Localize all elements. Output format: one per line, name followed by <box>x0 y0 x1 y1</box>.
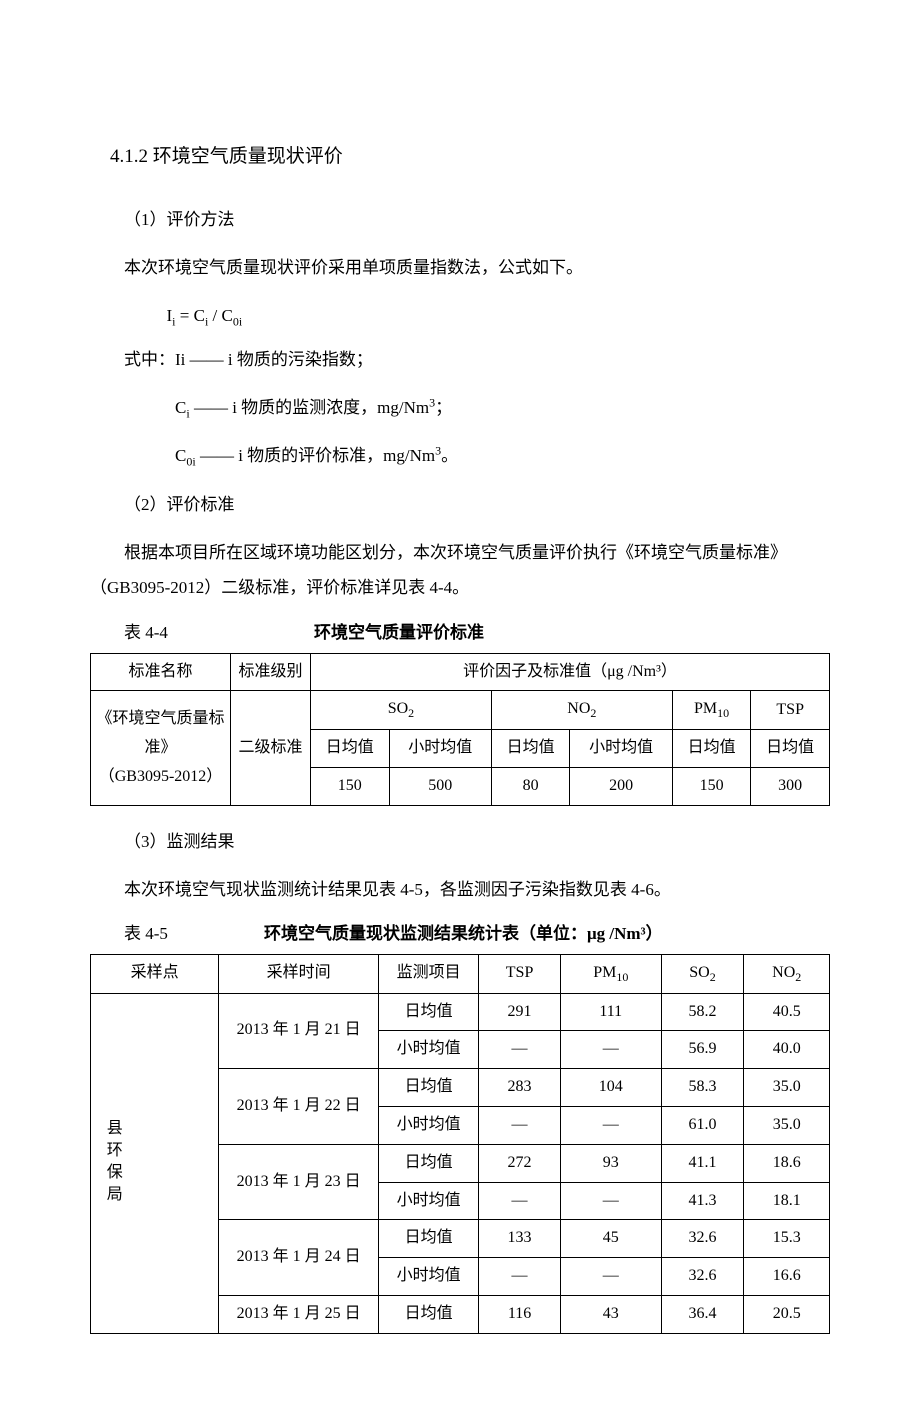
cell: 43 <box>560 1295 661 1333</box>
table-4-4-title: 环境空气质量评价标准 <box>314 623 484 642</box>
cell: 35.0 <box>744 1069 830 1107</box>
cell: 56.9 <box>661 1031 744 1069</box>
t45-r0-h: 小时均值 <box>379 1031 479 1069</box>
t45-h3: 监测项目 <box>379 954 479 993</box>
t45-r2-h: 小时均值 <box>379 1182 479 1220</box>
subsection-1-title: （1）评价方法 <box>90 202 830 238</box>
cell: 35.0 <box>744 1106 830 1144</box>
cell: 40.5 <box>744 993 830 1031</box>
table-4-4-num: 表 4-4 <box>124 618 314 649</box>
t45-date-3: 2013 年 1 月 24 日 <box>219 1220 379 1296</box>
table-4-5-num: 表 4-5 <box>124 919 264 950</box>
cell: — <box>479 1106 561 1144</box>
t45-date-0: 2013 年 1 月 21 日 <box>219 993 379 1069</box>
t44-h1: 标准名称 <box>91 653 231 691</box>
cell: 291 <box>479 993 561 1031</box>
t44-v1: 150 <box>311 768 390 806</box>
cell: 18.6 <box>744 1144 830 1182</box>
t44-v6: 300 <box>751 768 830 806</box>
t45-r1-d: 日均值 <box>379 1069 479 1107</box>
para-standard: 根据本项目所在区域环境功能区划分，本次环境空气质量评价执行《环境空气质量标准》（… <box>90 535 830 606</box>
cell: 104 <box>560 1069 661 1107</box>
formula-def-2: Ci —— i 物质的监测浓度，mg/Nm3； <box>90 390 830 427</box>
cell: 116 <box>479 1295 561 1333</box>
cell: 93 <box>560 1144 661 1182</box>
cell: 41.1 <box>661 1144 744 1182</box>
cell: 111 <box>560 993 661 1031</box>
t45-site: 县环保局 <box>91 993 219 1333</box>
t44-tsp: TSP <box>751 691 830 730</box>
cell: 133 <box>479 1220 561 1258</box>
t44-pm10: PM10 <box>672 691 751 730</box>
table-4-5: 采样点 采样时间 监测项目 TSP PM10 SO2 NO2 县环保局 2013… <box>90 954 830 1334</box>
cell: 283 <box>479 1069 561 1107</box>
t44-v3: 80 <box>491 768 570 806</box>
para-result: 本次环境空气现状监测统计结果见表 4-5，各监测因子污染指数见表 4-6。 <box>90 872 830 908</box>
table-4-5-title: 环境空气质量现状监测结果统计表（单位：μg /Nm³） <box>264 924 663 943</box>
cell: 32.6 <box>661 1258 744 1296</box>
cell: 16.6 <box>744 1258 830 1296</box>
cell: 36.4 <box>661 1295 744 1333</box>
t44-no2: NO2 <box>491 691 672 730</box>
subsection-3-title: （3）监测结果 <box>90 824 830 860</box>
cell: — <box>560 1258 661 1296</box>
cell: — <box>560 1031 661 1069</box>
cell: — <box>560 1106 661 1144</box>
t45-h5: PM10 <box>560 954 661 993</box>
t45-date-1: 2013 年 1 月 22 日 <box>219 1069 379 1145</box>
cell: 58.3 <box>661 1069 744 1107</box>
t44-no2-d: 日均值 <box>491 730 570 768</box>
t44-v4: 200 <box>570 768 672 806</box>
cell: 18.1 <box>744 1182 830 1220</box>
t44-v2: 500 <box>389 768 491 806</box>
formula: Ii = Ci / C0i <box>90 298 830 335</box>
t44-pm10-d: 日均值 <box>672 730 751 768</box>
t45-date-4: 2013 年 1 月 25 日 <box>219 1295 379 1333</box>
table-4-4: 标准名称 标准级别 评价因子及标准值（μg /Nm³） 《环境空气质量标准》（G… <box>90 653 830 806</box>
t44-so2: SO2 <box>311 691 492 730</box>
cell: — <box>479 1182 561 1220</box>
cell: — <box>479 1258 561 1296</box>
t44-std-name: 《环境空气质量标准》（GB3095-2012） <box>91 691 231 805</box>
t45-h6: SO2 <box>661 954 744 993</box>
t45-r2-d: 日均值 <box>379 1144 479 1182</box>
t44-so2-d: 日均值 <box>311 730 390 768</box>
cell: 20.5 <box>744 1295 830 1333</box>
t45-date-2: 2013 年 1 月 23 日 <box>219 1144 379 1220</box>
section-heading: 4.1.2 环境空气质量现状评价 <box>110 140 830 174</box>
t44-tsp-d: 日均值 <box>751 730 830 768</box>
t45-r3-h: 小时均值 <box>379 1258 479 1296</box>
t44-so2-h: 小时均值 <box>389 730 491 768</box>
t45-h4: TSP <box>479 954 561 993</box>
t44-h2: 标准级别 <box>231 653 311 691</box>
cell: 15.3 <box>744 1220 830 1258</box>
formula-def-3: C0i —— i 物质的评价标准，mg/Nm3。 <box>90 438 830 475</box>
table-4-4-caption: 表 4-4环境空气质量评价标准 <box>90 618 830 649</box>
cell: 58.2 <box>661 993 744 1031</box>
t44-v5: 150 <box>672 768 751 806</box>
cell: 272 <box>479 1144 561 1182</box>
t44-std-level: 二级标准 <box>231 691 311 805</box>
cell: 45 <box>560 1220 661 1258</box>
t45-h7: NO2 <box>744 954 830 993</box>
t45-r3-d: 日均值 <box>379 1220 479 1258</box>
t45-r4-d: 日均值 <box>379 1295 479 1333</box>
t45-h1: 采样点 <box>91 954 219 993</box>
table-4-5-caption: 表 4-5环境空气质量现状监测结果统计表（单位：μg /Nm³） <box>90 919 830 950</box>
t44-no2-h: 小时均值 <box>570 730 672 768</box>
cell: 41.3 <box>661 1182 744 1220</box>
t45-r1-h: 小时均值 <box>379 1106 479 1144</box>
t44-h3: 评价因子及标准值（μg /Nm³） <box>311 653 830 691</box>
cell: — <box>479 1031 561 1069</box>
cell: 32.6 <box>661 1220 744 1258</box>
subsection-2-title: （2）评价标准 <box>90 487 830 523</box>
cell: — <box>560 1182 661 1220</box>
cell: 61.0 <box>661 1106 744 1144</box>
para-method: 本次环境空气质量现状评价采用单项质量指数法，公式如下。 <box>90 250 830 286</box>
formula-def-1: 式中：Ii —— i 物质的污染指数； <box>90 342 830 378</box>
t45-r0-d: 日均值 <box>379 993 479 1031</box>
cell: 40.0 <box>744 1031 830 1069</box>
t45-h2: 采样时间 <box>219 954 379 993</box>
